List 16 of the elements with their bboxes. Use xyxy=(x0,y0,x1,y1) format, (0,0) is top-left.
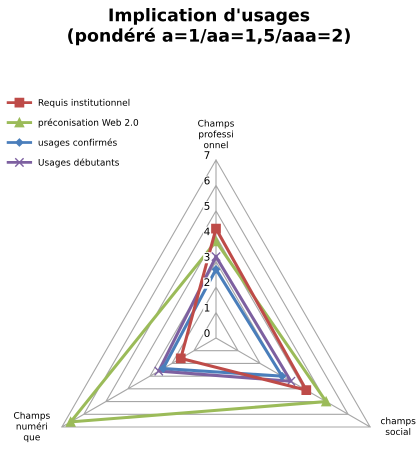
legend-label: préconisation Web 2.0 xyxy=(38,118,138,128)
chart-title: Implication d'usages (pondéré a=1/aa=1,5/aaa=2) xyxy=(68,8,350,46)
y-tick-label: 5 xyxy=(204,202,210,210)
spoke-label: Champs professi onnel xyxy=(198,120,234,148)
y-tick-label: 6 xyxy=(204,176,210,184)
y-tick-label: 1 xyxy=(204,304,210,312)
legend-label: Requis institutionnel xyxy=(38,98,130,108)
y-tick-label: 2 xyxy=(204,278,210,286)
y-tick-label: 0 xyxy=(204,329,210,338)
y-tick-label: 7 xyxy=(204,151,210,159)
legend-label: usages confirmés xyxy=(38,138,117,148)
spoke-label: champs social xyxy=(380,417,416,436)
y-tick-label: 4 xyxy=(204,228,210,236)
y-tick-label: 3 xyxy=(204,252,210,261)
legend-label: Usages débutants xyxy=(38,158,119,168)
spoke-label: Champs numéri que xyxy=(14,412,50,442)
